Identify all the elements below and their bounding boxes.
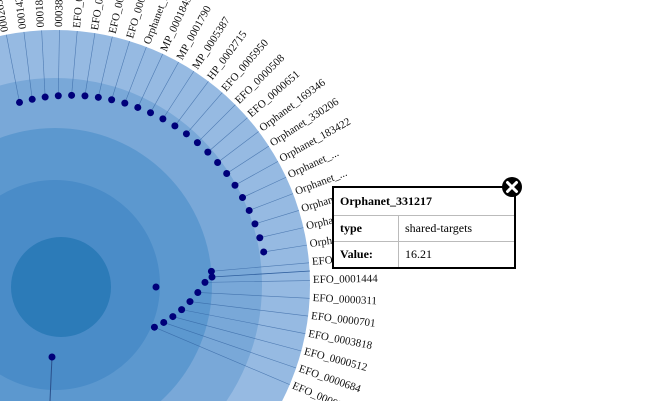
node [231,181,239,189]
node [260,248,268,256]
branch [162,70,195,120]
leaf-label: EFO_0000311 [312,292,377,307]
node [147,109,155,117]
node [121,99,129,107]
branch [189,301,309,317]
node [186,298,194,306]
node [28,95,36,103]
tooltip-title: Orphanet_331217 [340,194,433,208]
branch [174,81,209,127]
node [251,220,259,228]
tooltip-table: type shared-targets Value: 16.21 [334,215,514,267]
branch [254,210,299,225]
tooltip: Orphanet_331217 type shared-targets Value… [332,186,516,269]
node [108,96,116,104]
tooltip-value: 16.21 [398,241,514,267]
node [194,288,202,296]
ring-core [11,237,111,337]
branch [217,131,259,163]
leaf-label: 0002690 [0,0,11,33]
node [41,93,49,101]
node [214,158,222,166]
node [68,91,76,99]
branch [23,31,33,100]
leaf-label: EFO_0000701 [310,310,376,330]
node [48,353,56,361]
branch [181,309,306,334]
tooltip-key: Value: [334,241,399,267]
node [94,93,102,101]
branch [41,30,46,98]
leaf-label: 0001420 [12,0,29,30]
branch [249,193,294,211]
branch [124,46,147,104]
node [256,234,264,242]
node [207,267,215,275]
node [160,318,168,326]
node [182,130,190,138]
branch [263,244,307,253]
branch [154,326,290,385]
branch [163,322,297,369]
branch [259,227,304,239]
node [245,206,253,214]
branch [6,34,20,103]
branch [111,41,130,100]
branch [204,280,310,283]
branch [207,117,248,153]
close-button[interactable] [501,176,523,198]
node [159,115,167,123]
branch [197,292,310,299]
node [152,283,160,291]
node [81,92,89,100]
branch [197,104,236,143]
leaf-label: EFO_0001444 [313,273,378,286]
tooltip-row: Value: 16.21 [334,241,514,267]
node [178,306,186,314]
node [193,139,201,147]
branch [71,30,78,96]
node [223,170,231,178]
branch [234,161,279,186]
branch [137,53,164,108]
node [16,98,24,106]
branch [172,316,302,352]
node [239,194,247,202]
node [208,273,216,281]
branch [58,30,60,96]
node [204,148,212,156]
branch [226,145,270,174]
leaf-label: EFO_0000... [71,0,88,28]
branch [84,33,96,96]
tooltip-key: type [334,215,399,242]
branch [98,36,113,98]
branch [211,262,310,272]
node [134,103,142,111]
tooltip-row: type shared-targets [334,215,514,242]
node [54,92,62,100]
node [201,278,209,286]
leaf-label: 0001822 [33,0,47,28]
branch [49,356,53,401]
tooltip-value: shared-targets [398,215,514,242]
branch [150,61,179,113]
node [171,122,179,130]
leaf-label: 0003872 [53,0,66,27]
node [150,323,158,331]
branch [211,270,311,278]
node [169,313,177,321]
branch [186,92,223,135]
branch [242,176,287,198]
